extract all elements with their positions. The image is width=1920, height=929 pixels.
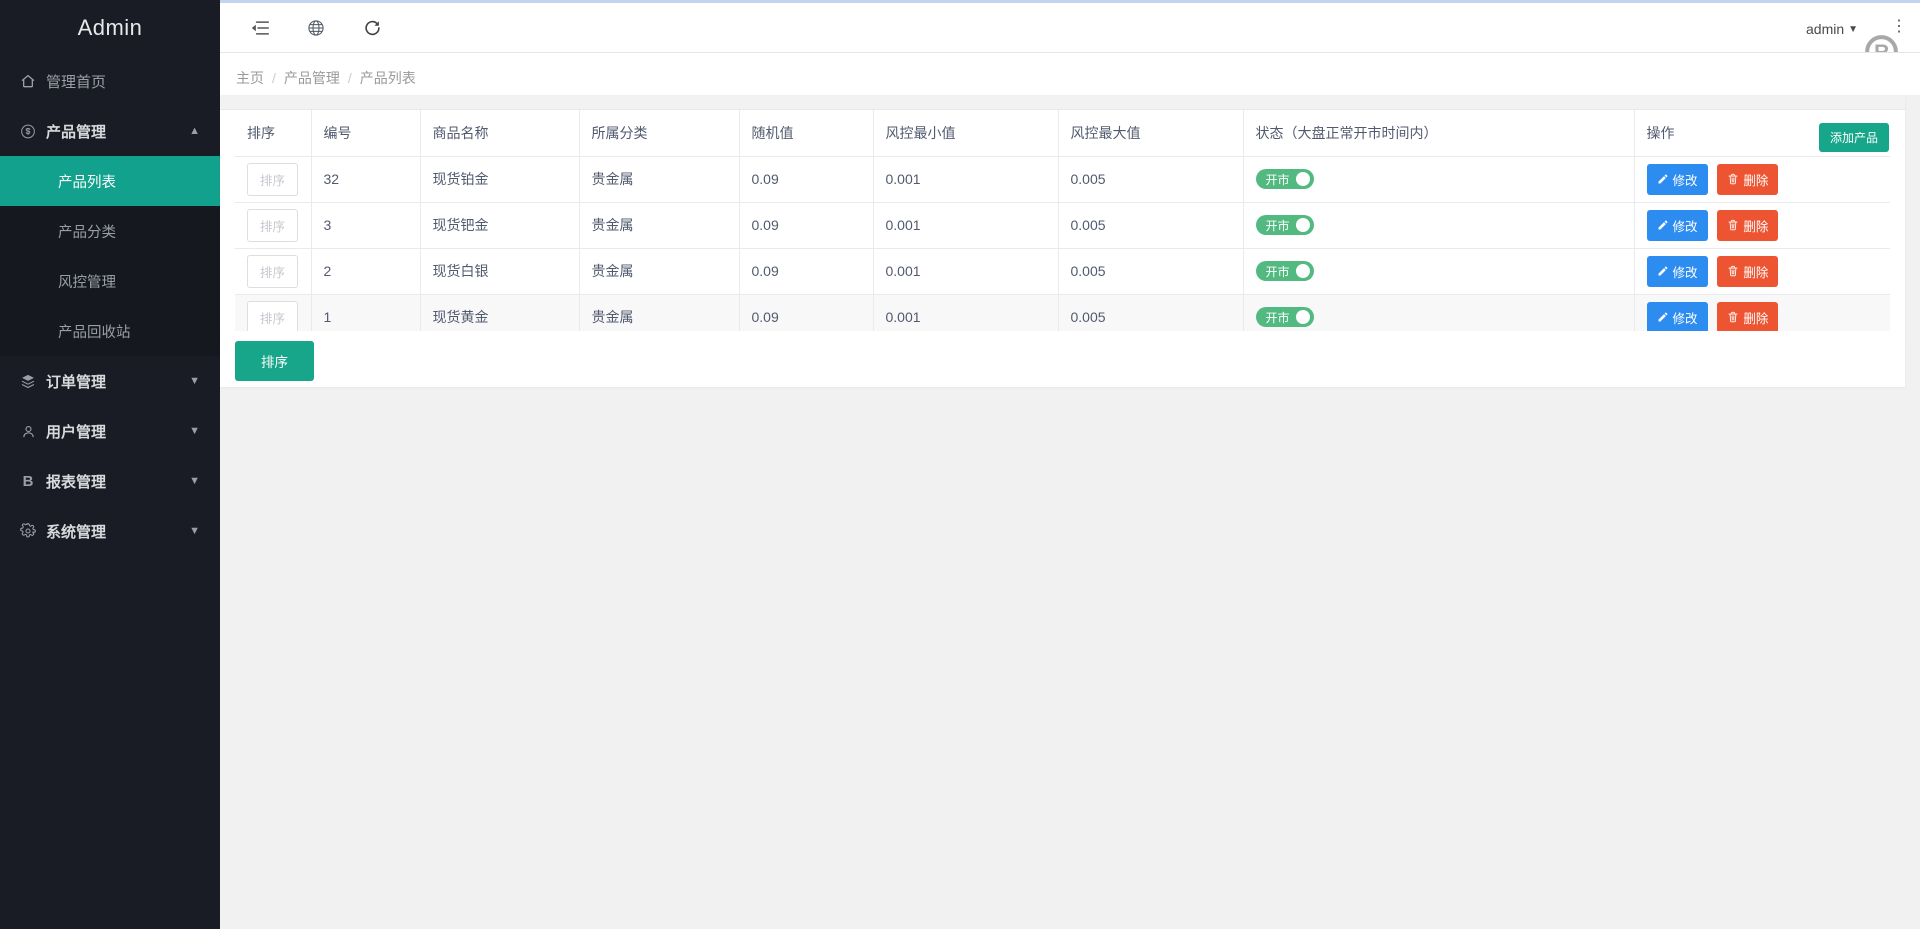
svg-text:R: R xyxy=(1874,41,1889,53)
